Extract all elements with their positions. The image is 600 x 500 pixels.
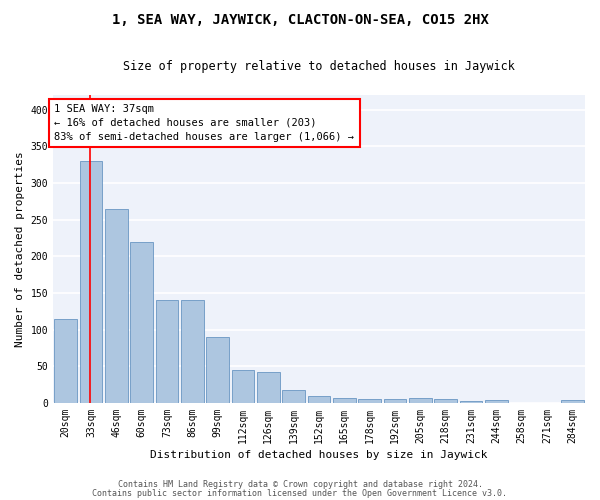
Bar	[383, 398, 406, 403]
Bar	[206, 337, 229, 403]
Bar	[409, 398, 432, 403]
Bar	[155, 300, 178, 403]
Bar	[561, 400, 584, 403]
Text: Contains HM Land Registry data © Crown copyright and database right 2024.: Contains HM Land Registry data © Crown c…	[118, 480, 482, 489]
Bar	[181, 300, 204, 403]
Bar	[232, 370, 254, 403]
Bar	[434, 398, 457, 403]
Bar	[308, 396, 331, 403]
Bar	[282, 390, 305, 403]
Bar	[358, 398, 381, 403]
Title: Size of property relative to detached houses in Jaywick: Size of property relative to detached ho…	[123, 60, 515, 73]
Bar	[130, 242, 153, 403]
Bar	[257, 372, 280, 403]
Y-axis label: Number of detached properties: Number of detached properties	[15, 151, 25, 347]
X-axis label: Distribution of detached houses by size in Jaywick: Distribution of detached houses by size …	[150, 450, 488, 460]
Bar	[485, 400, 508, 403]
Bar	[55, 318, 77, 403]
Bar	[80, 161, 103, 403]
Text: Contains public sector information licensed under the Open Government Licence v3: Contains public sector information licen…	[92, 488, 508, 498]
Text: 1, SEA WAY, JAYWICK, CLACTON-ON-SEA, CO15 2HX: 1, SEA WAY, JAYWICK, CLACTON-ON-SEA, CO1…	[112, 12, 488, 26]
Text: 1 SEA WAY: 37sqm
← 16% of detached houses are smaller (203)
83% of semi-detached: 1 SEA WAY: 37sqm ← 16% of detached house…	[55, 104, 355, 142]
Bar	[105, 208, 128, 403]
Bar	[460, 400, 482, 403]
Bar	[333, 398, 356, 403]
